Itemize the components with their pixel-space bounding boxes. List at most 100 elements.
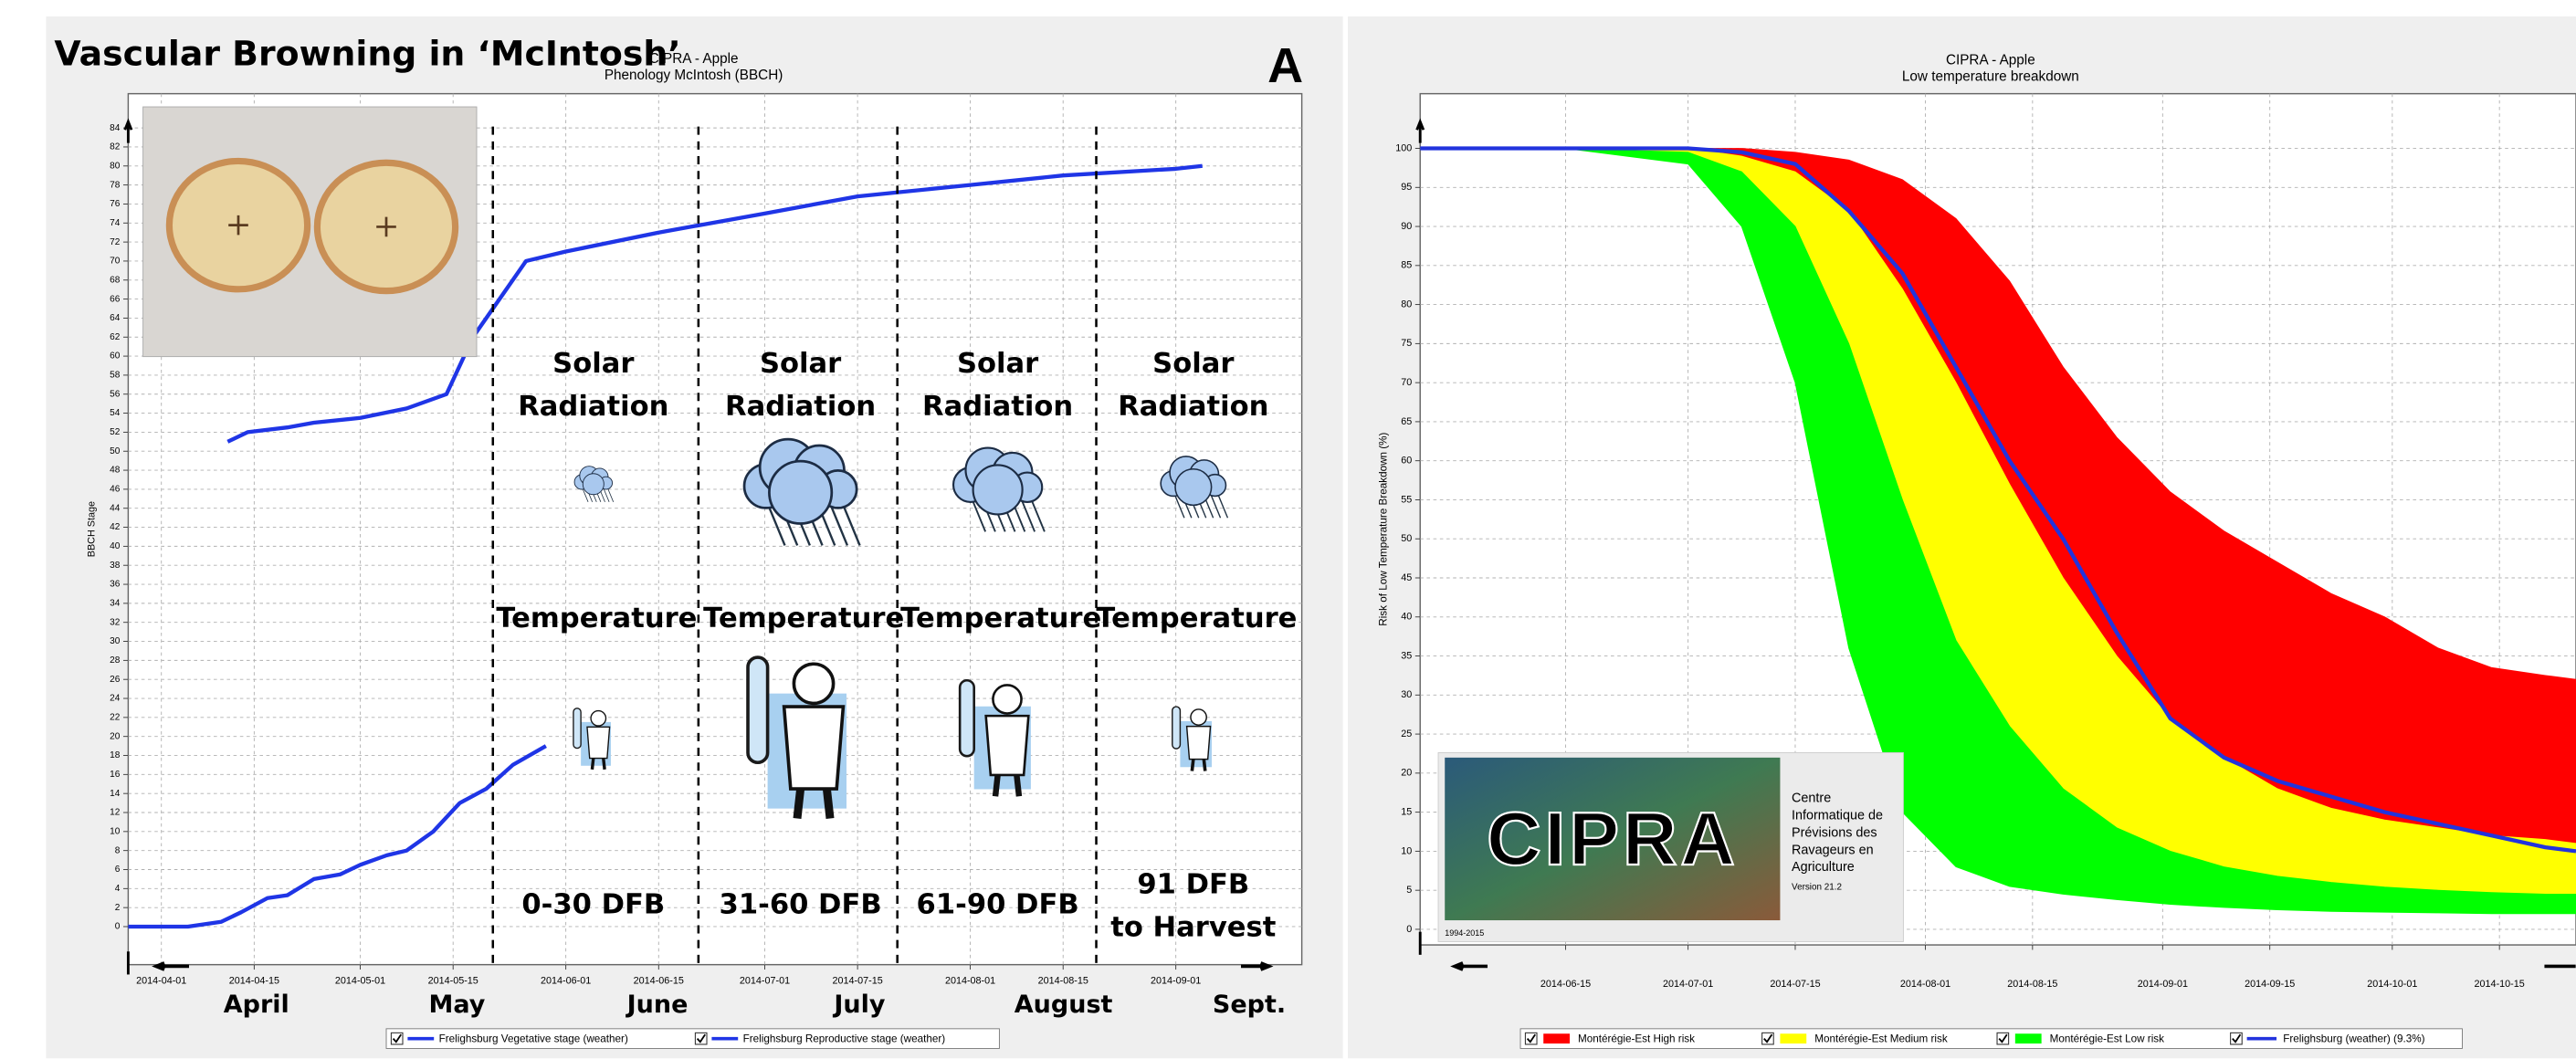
y-tick-label: 54 [110, 408, 121, 418]
dfb-label: 0-30 DFB [521, 888, 665, 920]
y-tick-label: 50 [1401, 533, 1412, 544]
y-tick-label: 0 [115, 922, 121, 932]
y-tick-label: 30 [110, 636, 121, 646]
head [794, 664, 833, 703]
body [1187, 727, 1211, 760]
chart-subtitle: CIPRA - Apple [649, 51, 739, 67]
y-tick-label: 82 [110, 142, 121, 152]
x-tick-label: 2014-09-01 [1151, 976, 1201, 987]
legend-swatch [1780, 1033, 1806, 1043]
y-tick-label: 44 [110, 503, 121, 513]
solar-label: Solar [1152, 348, 1234, 380]
x-tick-label: 2014-07-15 [1770, 979, 1820, 990]
y-tick-label: 42 [110, 522, 121, 532]
y-tick-label: 56 [110, 389, 121, 399]
y-tick-label: 14 [110, 789, 121, 799]
head [1191, 709, 1206, 725]
legend-label: Montérégie-Est Low risk [2050, 1033, 2165, 1045]
thermometer [1172, 707, 1181, 749]
solar-label: Radiation [1118, 391, 1268, 423]
y-tick-label: 48 [110, 466, 121, 476]
y-tick-label: 75 [1401, 338, 1412, 349]
y-tick-label: 4 [115, 884, 121, 894]
legend-label: Montérégie-Est Medium risk [1814, 1033, 1948, 1045]
y-tick-label: 100 [1395, 142, 1412, 153]
y-tick-label: 32 [110, 617, 121, 627]
solar-label: Solar [552, 348, 634, 380]
x-tick-label: 2014-06-01 [541, 976, 591, 987]
x-tick-label: 2014-07-15 [833, 976, 883, 987]
y-tick-label: 12 [110, 808, 121, 818]
body [784, 707, 844, 789]
temperature-label: Temperature [703, 603, 904, 634]
y-tick-label: 52 [110, 427, 121, 437]
panel-label: A [1267, 38, 1303, 93]
y-tick-label: 45 [1401, 572, 1412, 583]
y-tick-label: 90 [1401, 221, 1412, 232]
solar-label: Radiation [518, 391, 668, 423]
chart-subtitle: Low temperature breakdown [1902, 69, 2079, 85]
y-tick-label: 35 [1401, 650, 1412, 661]
y-tick-label: 95 [1401, 182, 1412, 193]
logo-name: CIPRA [1487, 796, 1739, 881]
legend-label: Frelighsburg Reproductive stage (weather… [743, 1033, 946, 1045]
y-tick-label: 58 [110, 371, 121, 381]
figure: 0246810121416182022242628303234363840424… [0, 0, 2576, 1059]
y-axis-label: Risk of Low Temperature Breakdown (%) [1378, 432, 1390, 625]
x-tick-label: 2014-04-15 [229, 976, 279, 987]
chart-title: Vascular Browning in ‘McIntosh’ [54, 34, 680, 74]
solar-label: Solar [760, 348, 841, 380]
y-tick-label: 38 [110, 561, 121, 571]
x-tick-label: 2014-08-15 [2007, 979, 2057, 990]
apple-photo [143, 107, 477, 357]
y-tick-label: 20 [110, 731, 121, 741]
x-tick-label: 2014-04-01 [136, 976, 186, 987]
x-tick-label: 2014-09-01 [2138, 979, 2188, 990]
x-tick-label: 2014-08-15 [1038, 976, 1088, 987]
month-label: May [428, 991, 485, 1019]
x-tick-label: 2014-07-01 [1663, 979, 1713, 990]
y-tick-label: 68 [110, 275, 121, 285]
y-tick-label: 26 [110, 675, 121, 685]
head [591, 711, 605, 726]
month-label: April [224, 991, 289, 1019]
y-axis-label: BBCH Stage [87, 501, 98, 557]
month-label: July [832, 991, 886, 1019]
cloud-puff [769, 461, 831, 523]
logo-years: 1994-2015 [1445, 928, 1484, 938]
y-tick-label: 18 [110, 750, 121, 760]
y-tick-label: 24 [110, 694, 121, 704]
y-tick-label: 34 [110, 599, 121, 609]
y-tick-label: 74 [110, 218, 121, 228]
thermometer [748, 657, 768, 762]
x-tick-label: 2014-08-01 [945, 976, 995, 987]
y-tick-label: 62 [110, 332, 121, 342]
y-tick-label: 50 [110, 446, 121, 456]
temperature-label: Temperature [496, 603, 697, 634]
body [986, 716, 1029, 775]
solar-label: Radiation [725, 391, 876, 423]
solar-label: Solar [957, 348, 1038, 380]
y-tick-label: 55 [1401, 494, 1412, 505]
x-tick-label: 2014-06-15 [634, 976, 684, 987]
y-tick-label: 6 [115, 865, 121, 875]
solar-label: Radiation [922, 391, 1073, 423]
y-tick-label: 15 [1401, 806, 1412, 817]
cloud-puff [583, 474, 604, 495]
y-tick-label: 46 [110, 485, 121, 495]
month-label: June [626, 991, 689, 1019]
y-tick-label: 64 [110, 313, 121, 323]
legend-label: Frelighsburg (weather) (9.3%) [2283, 1033, 2424, 1045]
y-tick-label: 25 [1401, 729, 1412, 739]
x-tick-label: 2014-06-15 [1540, 979, 1591, 990]
x-tick-label: 2014-08-01 [1900, 979, 1950, 990]
y-tick-label: 20 [1401, 768, 1412, 779]
logo-text: Informatique de [1792, 809, 1883, 823]
thermometer [960, 680, 974, 756]
logo-version: Version 21.2 [1792, 883, 1842, 893]
y-tick-label: 16 [110, 770, 121, 780]
temperature-label: Temperature [1096, 603, 1297, 634]
y-tick-label: 30 [1401, 689, 1412, 700]
y-tick-label: 10 [1401, 845, 1412, 856]
legend-label: Frelighsburg Vegetative stage (weather) [439, 1033, 628, 1045]
